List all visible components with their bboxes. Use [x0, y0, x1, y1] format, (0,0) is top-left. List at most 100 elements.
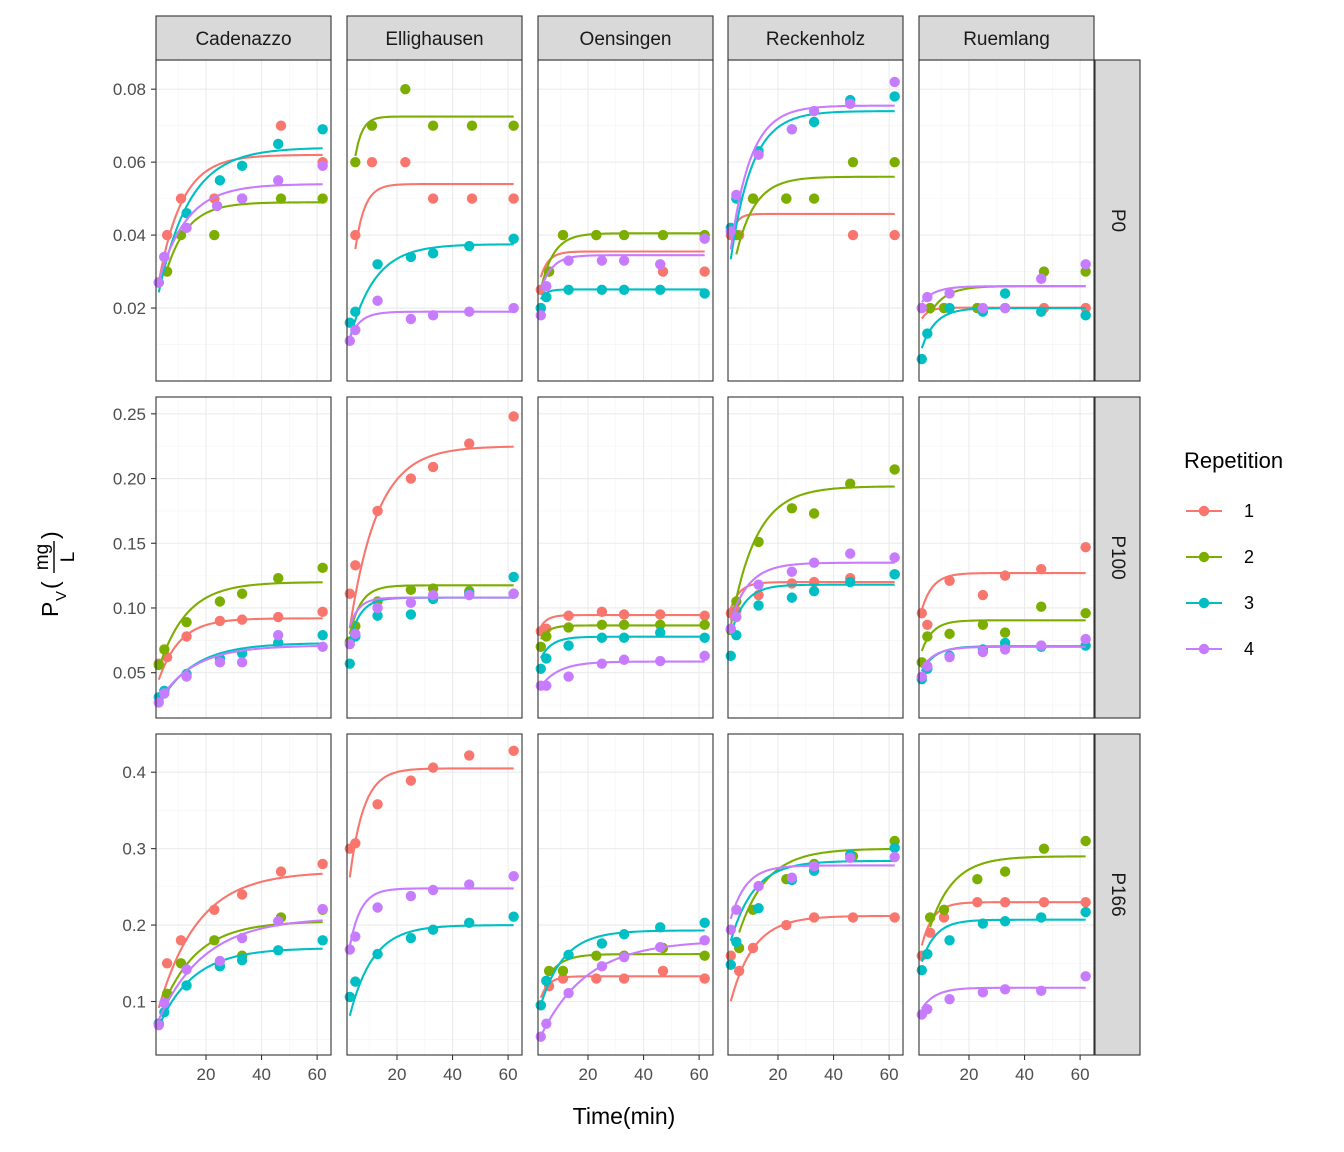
- data-point-rep-3: [214, 175, 226, 186]
- data-point-rep-4: [372, 902, 383, 913]
- data-point-rep-1: [1080, 541, 1091, 553]
- data-point-rep-2: [1038, 843, 1050, 854]
- data-point-rep-3: [753, 600, 764, 611]
- panel-border: [537, 396, 714, 719]
- data-point-rep-2: [557, 965, 569, 977]
- x-tick-label: 60: [690, 1065, 709, 1084]
- data-point-rep-2: [400, 83, 411, 95]
- data-point-rep-2: [508, 120, 519, 131]
- data-point-rep-3: [317, 124, 328, 135]
- panel-P100-Ruemlang: [919, 397, 1094, 718]
- data-point-rep-4: [725, 924, 736, 935]
- data-point-rep-4: [845, 548, 856, 559]
- data-point-rep-4: [731, 904, 742, 915]
- panel-P0-Cadenazzo: [156, 60, 331, 381]
- data-point-rep-1: [161, 229, 173, 241]
- data-point-rep-2: [541, 631, 552, 642]
- data-point-rep-1: [236, 889, 248, 900]
- data-point-rep-4: [344, 944, 355, 955]
- data-point-rep-1: [427, 461, 439, 473]
- y-axis-title-sub: V: [53, 591, 70, 601]
- legend-title: Repetition: [1184, 448, 1283, 473]
- data-point-rep-3: [699, 917, 710, 928]
- data-point-rep-1: [350, 838, 361, 849]
- data-point-rep-2: [535, 641, 546, 653]
- data-point-rep-2: [1036, 601, 1047, 612]
- data-point-rep-2: [808, 508, 820, 519]
- data-point-rep-4: [889, 851, 900, 863]
- data-point-rep-2: [938, 904, 950, 915]
- fit-line-rep-2: [166, 201, 323, 270]
- data-point-rep-2: [1080, 835, 1091, 847]
- data-point-rep-1: [657, 965, 669, 977]
- data-point-rep-4: [181, 222, 192, 233]
- panel-background: [347, 397, 522, 718]
- y-tick-label: 0.02: [113, 299, 146, 318]
- data-point-rep-4: [405, 597, 417, 608]
- data-point-rep-1: [781, 919, 792, 931]
- data-point-rep-4: [236, 193, 248, 204]
- data-point-rep-2: [924, 302, 936, 314]
- data-point-rep-4: [464, 589, 475, 601]
- data-point-rep-3: [999, 288, 1011, 299]
- data-point-rep-3: [427, 924, 439, 935]
- data-point-rep-2: [845, 478, 856, 489]
- panel-data-P0-Reckenholz: [725, 76, 900, 260]
- data-point-rep-3: [808, 585, 820, 597]
- legend-key-point: [1198, 505, 1210, 517]
- data-point-rep-4: [753, 579, 764, 590]
- data-point-rep-3: [317, 629, 328, 641]
- panel-P166-Reckenholz: [728, 734, 903, 1055]
- panel-background: [347, 60, 522, 381]
- data-point-rep-4: [535, 1031, 546, 1042]
- strips-layer: Cadenazzo Ellighausen Oensingen Reckenholz R…: [155, 15, 1141, 1056]
- data-point-rep-4: [317, 903, 328, 915]
- data-point-rep-2: [972, 874, 983, 885]
- data-point-rep-1: [275, 866, 287, 877]
- data-point-rep-1: [350, 229, 361, 241]
- legend-key-point: [1198, 551, 1210, 563]
- data-point-rep-3: [889, 91, 900, 102]
- y-tick-label: 0.04: [113, 226, 146, 245]
- data-point-rep-1: [924, 927, 936, 938]
- data-point-rep-3: [181, 980, 192, 991]
- data-point-rep-4: [344, 335, 355, 347]
- data-point-rep-1: [181, 631, 192, 642]
- x-tick-label: 60: [880, 1065, 899, 1084]
- panel-P0-Ellighausen: [347, 60, 522, 381]
- data-point-rep-2: [786, 503, 798, 514]
- data-point-rep-4: [1036, 640, 1047, 651]
- data-point-rep-2: [699, 619, 710, 631]
- y-axis-title-numerator: mg: [32, 544, 53, 570]
- data-point-rep-4: [159, 997, 170, 1009]
- legend-entry-1: 1: [1186, 501, 1254, 521]
- panel-border: [727, 733, 904, 1056]
- data-point-rep-3: [922, 948, 933, 960]
- data-point-rep-1: [618, 973, 630, 984]
- y-axis-title-paren-open: (: [37, 581, 63, 589]
- data-point-rep-3: [563, 640, 574, 651]
- panel-background: [156, 397, 331, 718]
- panel-background: [919, 60, 1094, 381]
- fit-line-rep-2: [738, 847, 895, 933]
- data-point-rep-4: [1080, 971, 1091, 982]
- data-point-rep-3: [344, 991, 355, 1003]
- data-point-rep-3: [655, 922, 666, 933]
- data-point-rep-4: [977, 987, 989, 998]
- data-point-rep-2: [977, 619, 989, 631]
- data-point-rep-2: [1080, 607, 1091, 619]
- data-point-rep-4: [350, 628, 361, 640]
- data-point-rep-1: [400, 156, 411, 168]
- x-tick-label: 20: [960, 1065, 979, 1084]
- data-point-rep-4: [427, 884, 439, 896]
- strip-background: [1094, 396, 1141, 719]
- data-point-rep-4: [731, 189, 742, 201]
- fit-line-rep-3: [157, 147, 323, 293]
- data-point-rep-4: [922, 291, 933, 303]
- data-point-rep-1: [916, 607, 927, 619]
- data-point-rep-4: [618, 654, 630, 665]
- panel-data-P0-Cadenazzo: [153, 120, 328, 293]
- data-point-rep-4: [563, 987, 574, 999]
- data-point-rep-4: [944, 994, 955, 1005]
- data-point-rep-4: [508, 870, 519, 882]
